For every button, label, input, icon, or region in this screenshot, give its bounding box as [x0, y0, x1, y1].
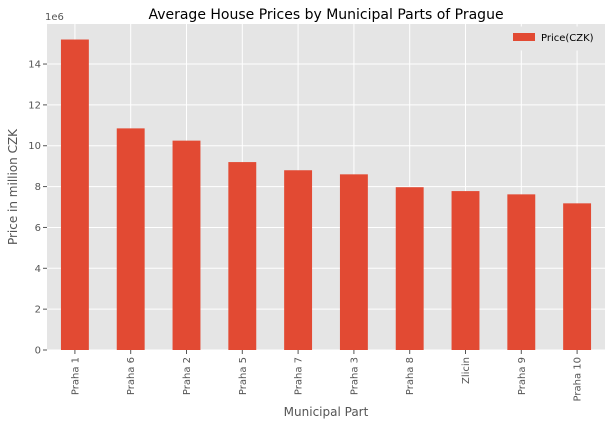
- bars: [60, 39, 592, 351]
- bar-zlicin: [451, 191, 480, 350]
- bar-praha-7: [284, 170, 313, 350]
- x-tick-label: Praha 7: [294, 357, 305, 395]
- y-axis-offset-label: 1e6: [45, 12, 64, 23]
- legend-box: [504, 26, 601, 51]
- x-tick-label: Zlicin: [461, 357, 472, 384]
- x-tick-label: Praha 1: [70, 357, 81, 395]
- legend-swatch: [513, 33, 535, 41]
- chart-title: Average House Prices by Municipal Parts …: [148, 7, 503, 23]
- legend-label: Price(CZK): [541, 33, 594, 44]
- x-tick-label: Praha 6: [126, 357, 137, 395]
- x-axis-title: Municipal Part: [284, 405, 369, 419]
- legend: Price(CZK): [504, 26, 601, 51]
- x-tick-label: Praha 5: [238, 357, 249, 395]
- x-tick-label: Praha 3: [349, 357, 360, 395]
- x-tick-label: Praha 10: [573, 357, 584, 401]
- bar-praha-6: [116, 128, 145, 350]
- y-axis-title: Price in million CZK: [6, 128, 20, 245]
- bar-praha-5: [228, 162, 257, 350]
- x-axis-ticks: Praha 1 Praha 6 Praha 2 Praha 5 Praha 7 Praha…: [70, 350, 584, 401]
- y-tick-label: 6: [35, 223, 41, 234]
- y-tick-label: 0: [35, 346, 41, 357]
- x-tick-label: Praha 9: [517, 357, 528, 395]
- y-tick-label: 14: [28, 60, 41, 71]
- bar-praha-3: [339, 174, 368, 350]
- y-tick-label: 2: [35, 305, 41, 316]
- bar-praha-8: [395, 187, 424, 350]
- bar-praha-1: [60, 39, 89, 351]
- bar-praha-10: [563, 203, 592, 350]
- bar-praha-9: [507, 194, 536, 350]
- y-tick-label: 12: [28, 100, 41, 111]
- x-tick-label: Praha 2: [182, 357, 193, 395]
- bar-praha-2: [172, 140, 201, 350]
- y-tick-label: 10: [28, 141, 41, 152]
- y-tick-label: 4: [35, 264, 41, 275]
- x-tick-label: Praha 8: [405, 357, 416, 395]
- y-axis-ticks: 0 2 4 6 8 10 12 14: [28, 60, 47, 357]
- y-tick-label: 8: [35, 182, 41, 193]
